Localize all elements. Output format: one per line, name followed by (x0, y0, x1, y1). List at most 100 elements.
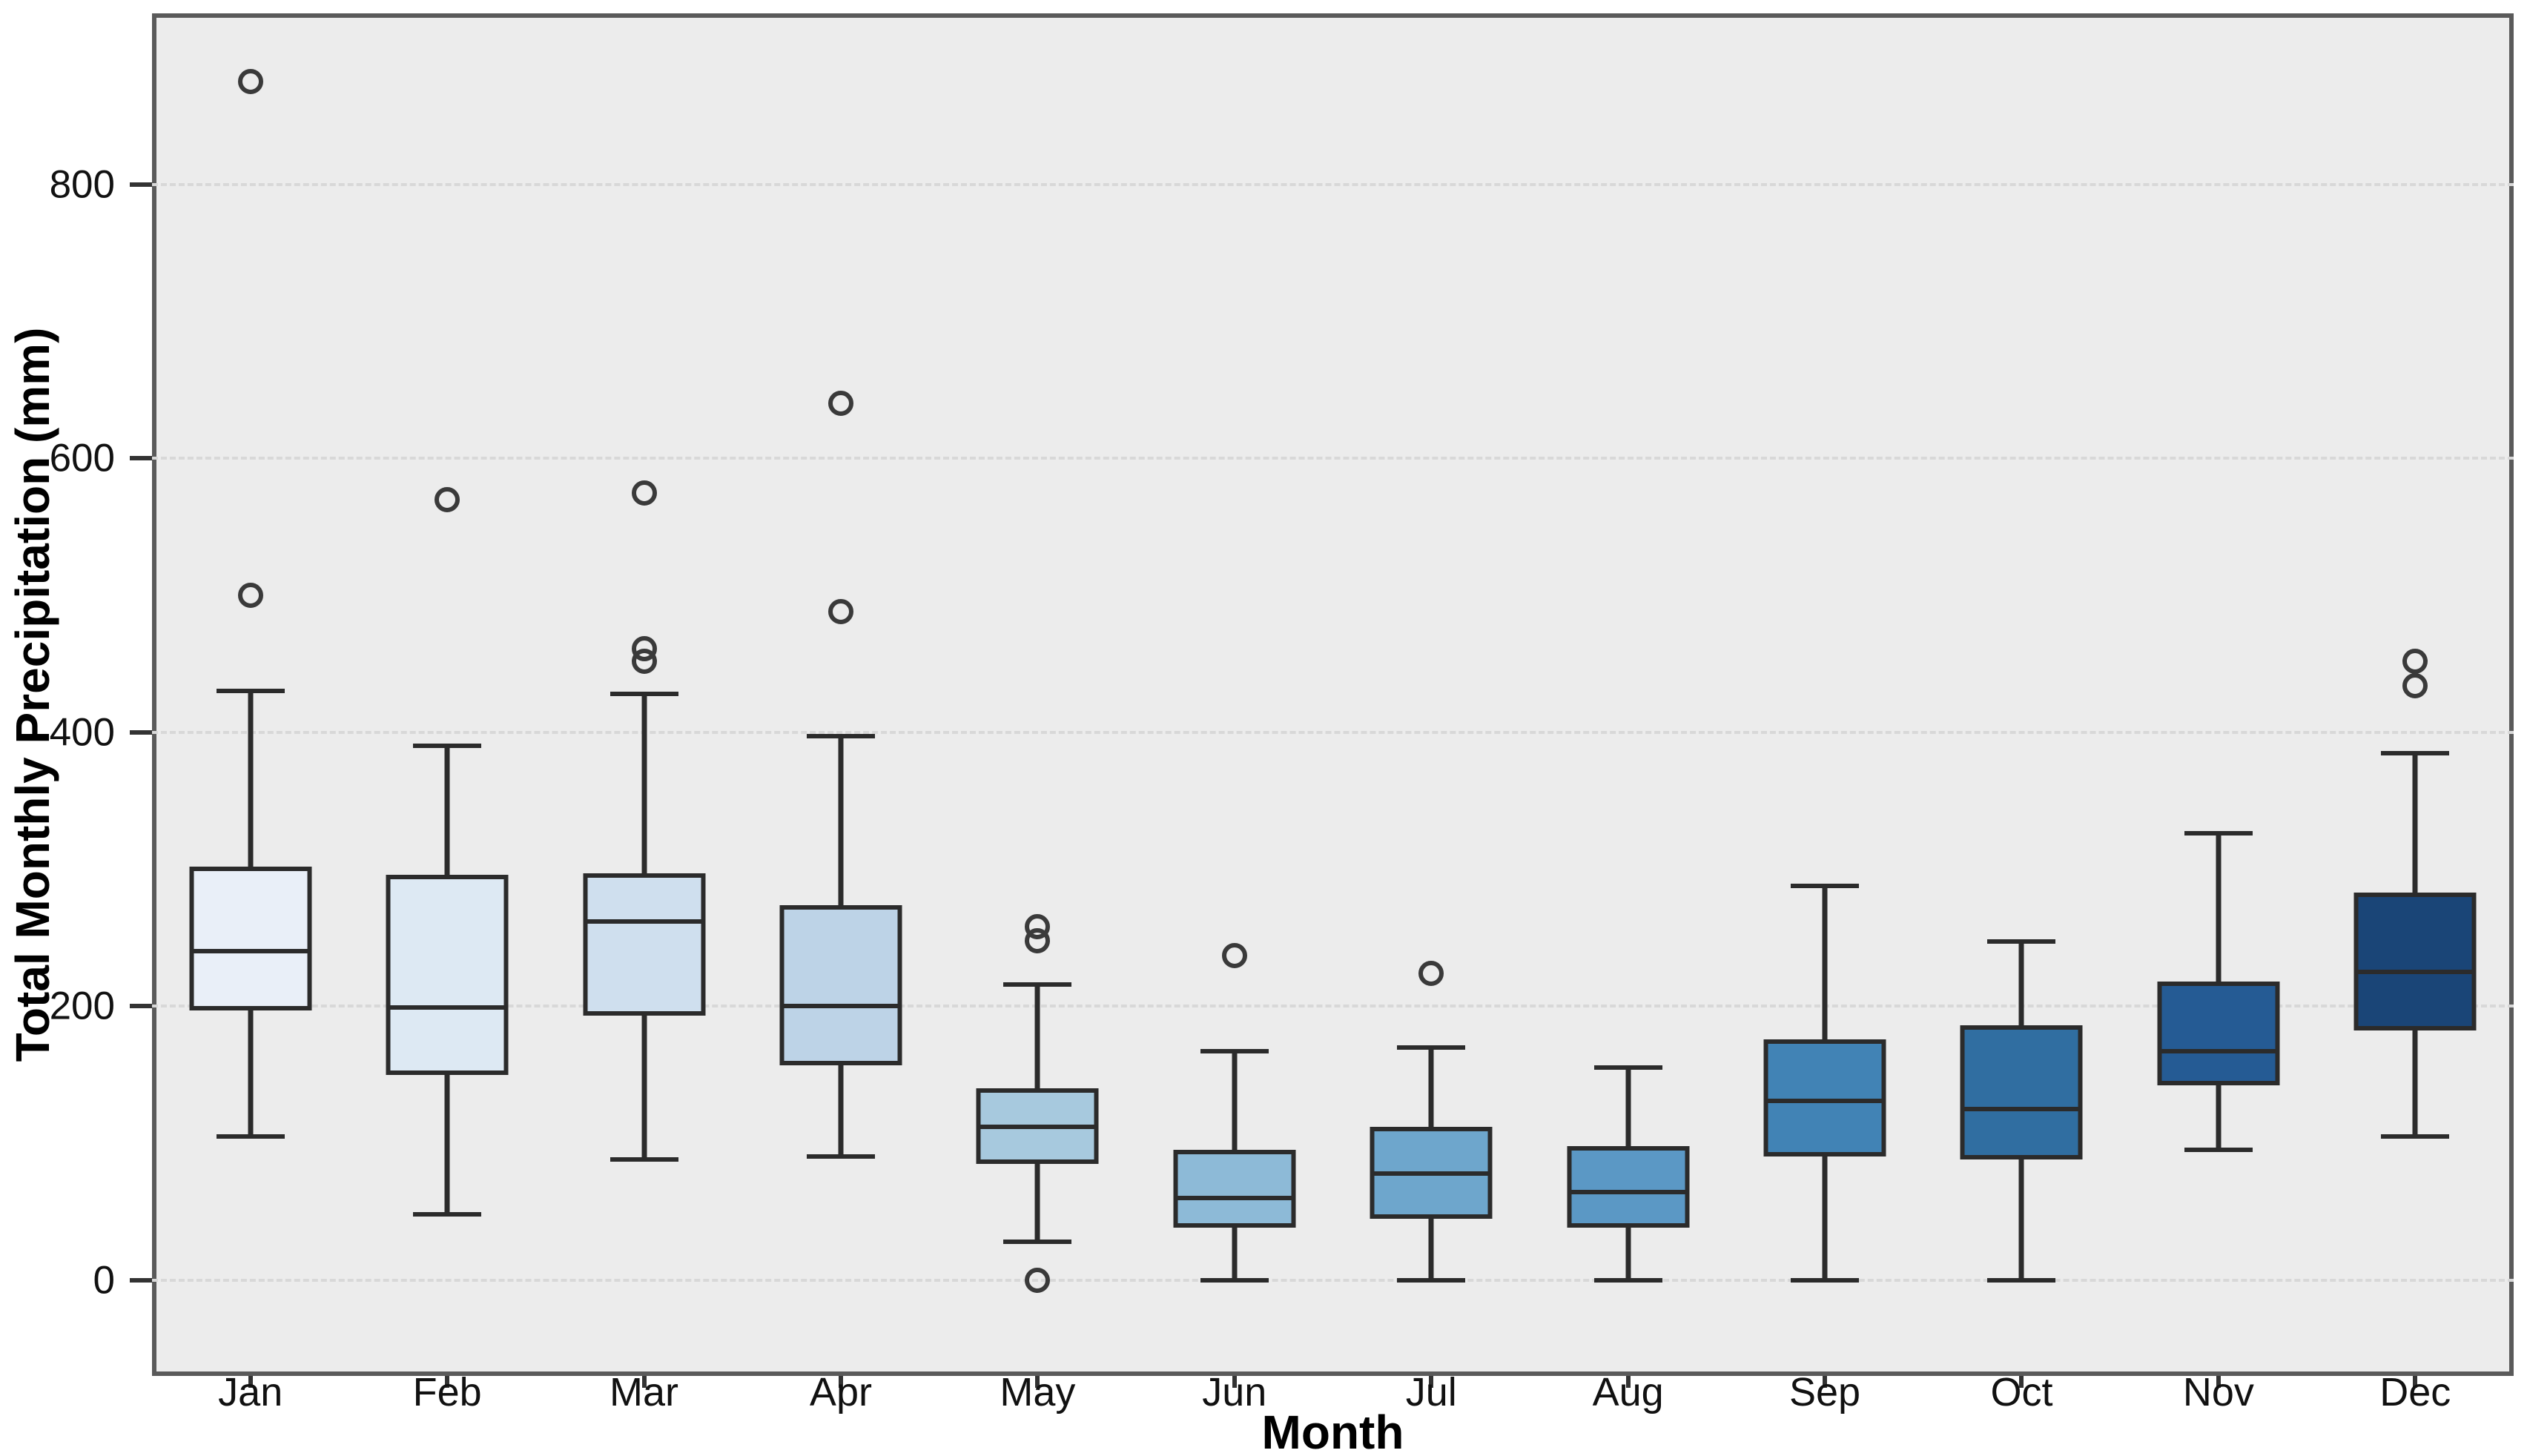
outlier-point (237, 69, 263, 95)
x-tick-label-nov: Nov (2182, 1370, 2254, 1414)
whisker-cap-low (2184, 1148, 2253, 1153)
median-line (2353, 970, 2477, 975)
iqr-box (386, 874, 509, 1075)
median-line (779, 1004, 902, 1009)
gridline-y-200 (152, 1005, 2514, 1008)
whisker-cap-high (806, 734, 875, 739)
y-tick-mark (130, 1004, 152, 1009)
median-line (2157, 1049, 2280, 1054)
outlier-point (2402, 672, 2428, 698)
x-tick-mark (1429, 1376, 1434, 1388)
y-tick-label: 800 (49, 162, 115, 207)
outlier-point (1418, 960, 1444, 986)
whisker-cap-low (413, 1212, 482, 1217)
y-tick-label: 0 (93, 1258, 115, 1303)
x-tick-label-jul: Jul (1405, 1370, 1457, 1414)
x-tick-mark (2019, 1376, 2024, 1388)
y-tick-mark (130, 1277, 152, 1283)
x-tick-mark (1232, 1376, 1237, 1388)
x-tick-label-apr: Apr (809, 1370, 872, 1414)
iqr-box (2157, 981, 2280, 1086)
whisker-cap-low (1593, 1277, 1662, 1283)
x-tick-label-aug: Aug (1592, 1370, 1664, 1414)
x-axis-title: Month (1261, 1406, 1404, 1456)
median-line (1173, 1195, 1296, 1200)
gridline-y-800 (152, 182, 2514, 186)
whisker-cap-high (1791, 883, 1860, 888)
iqr-box (1173, 1150, 1296, 1228)
y-tick-mark (130, 182, 152, 187)
whisker-cap-low (1003, 1239, 1072, 1244)
whisker-cap-low (806, 1154, 875, 1159)
outlier-point (631, 636, 657, 662)
whisker-cap-high (1003, 982, 1072, 987)
whisker-cap-low (1791, 1277, 1860, 1283)
x-tick-label-feb: Feb (412, 1370, 482, 1414)
whisker-cap-high (1397, 1045, 1466, 1050)
whisker-cap-low (1200, 1277, 1269, 1283)
outlier-point (1025, 914, 1051, 940)
plot-area (152, 13, 2514, 1376)
x-tick-label-dec: Dec (2379, 1370, 2451, 1414)
x-tick-mark (1625, 1376, 1631, 1388)
y-tick-mark (130, 729, 152, 735)
iqr-box (2353, 892, 2477, 1031)
x-tick-mark (838, 1376, 843, 1388)
whisker-cap-high (610, 692, 678, 697)
whisker-cap-high (1987, 939, 2056, 944)
x-tick-mark (248, 1376, 253, 1388)
x-tick-mark (641, 1376, 647, 1388)
whisker-cap-low (610, 1157, 678, 1162)
y-tick-label: 200 (49, 984, 115, 1028)
y-tick-mark (130, 456, 152, 461)
iqr-box (1567, 1145, 1690, 1228)
whisker-cap-low (1987, 1277, 2056, 1283)
median-line (1370, 1171, 1493, 1176)
x-tick-mark (1035, 1376, 1040, 1388)
x-tick-label-oct: Oct (1990, 1370, 2053, 1414)
outlier-point (828, 599, 853, 625)
iqr-box (189, 866, 312, 1010)
outlier-point (237, 583, 263, 609)
gridline-y-400 (152, 730, 2514, 734)
y-tick-label: 400 (49, 710, 115, 755)
median-line (1763, 1098, 1886, 1103)
whisker-cap-high (1200, 1049, 1269, 1054)
median-line (386, 1005, 509, 1010)
median-line (976, 1124, 1099, 1129)
outlier-point (828, 391, 853, 417)
whisker-cap-high (2184, 831, 2253, 836)
outlier-point (1221, 942, 1247, 968)
whisker-cap-low (216, 1134, 285, 1139)
x-tick-label-may: May (1000, 1370, 1076, 1414)
whisker-cap-low (1397, 1277, 1466, 1283)
x-tick-label-jan: Jan (218, 1370, 283, 1414)
gridline-y-600 (152, 457, 2514, 460)
median-line (583, 919, 706, 924)
whisker-cap-high (216, 689, 285, 694)
y-axis-title: Total Monthly Precipitation (mm) (6, 327, 59, 1062)
x-tick-mark (1823, 1376, 1828, 1388)
iqr-box (583, 873, 706, 1016)
whisker-cap-low (2381, 1134, 2450, 1139)
outlier-point (2402, 648, 2428, 674)
x-tick-mark (2216, 1376, 2221, 1388)
median-line (1567, 1190, 1690, 1195)
whisker-cap-high (2381, 750, 2450, 755)
whisker-cap-high (1593, 1065, 1662, 1071)
iqr-box (779, 904, 902, 1065)
x-tick-label-mar: Mar (610, 1370, 679, 1414)
median-line (1960, 1106, 2083, 1111)
x-tick-label-sep: Sep (1788, 1370, 1861, 1414)
x-tick-mark (445, 1376, 450, 1388)
x-tick-label-jun: Jun (1202, 1370, 1267, 1414)
x-tick-mark (2413, 1376, 2418, 1388)
outlier-point (1025, 1267, 1051, 1293)
median-line (189, 949, 312, 954)
y-tick-label: 600 (49, 436, 115, 480)
gridline-y-0 (152, 1278, 2514, 1282)
iqr-box (1960, 1025, 2083, 1160)
outlier-point (435, 486, 460, 512)
whisker-cap-high (413, 744, 482, 749)
